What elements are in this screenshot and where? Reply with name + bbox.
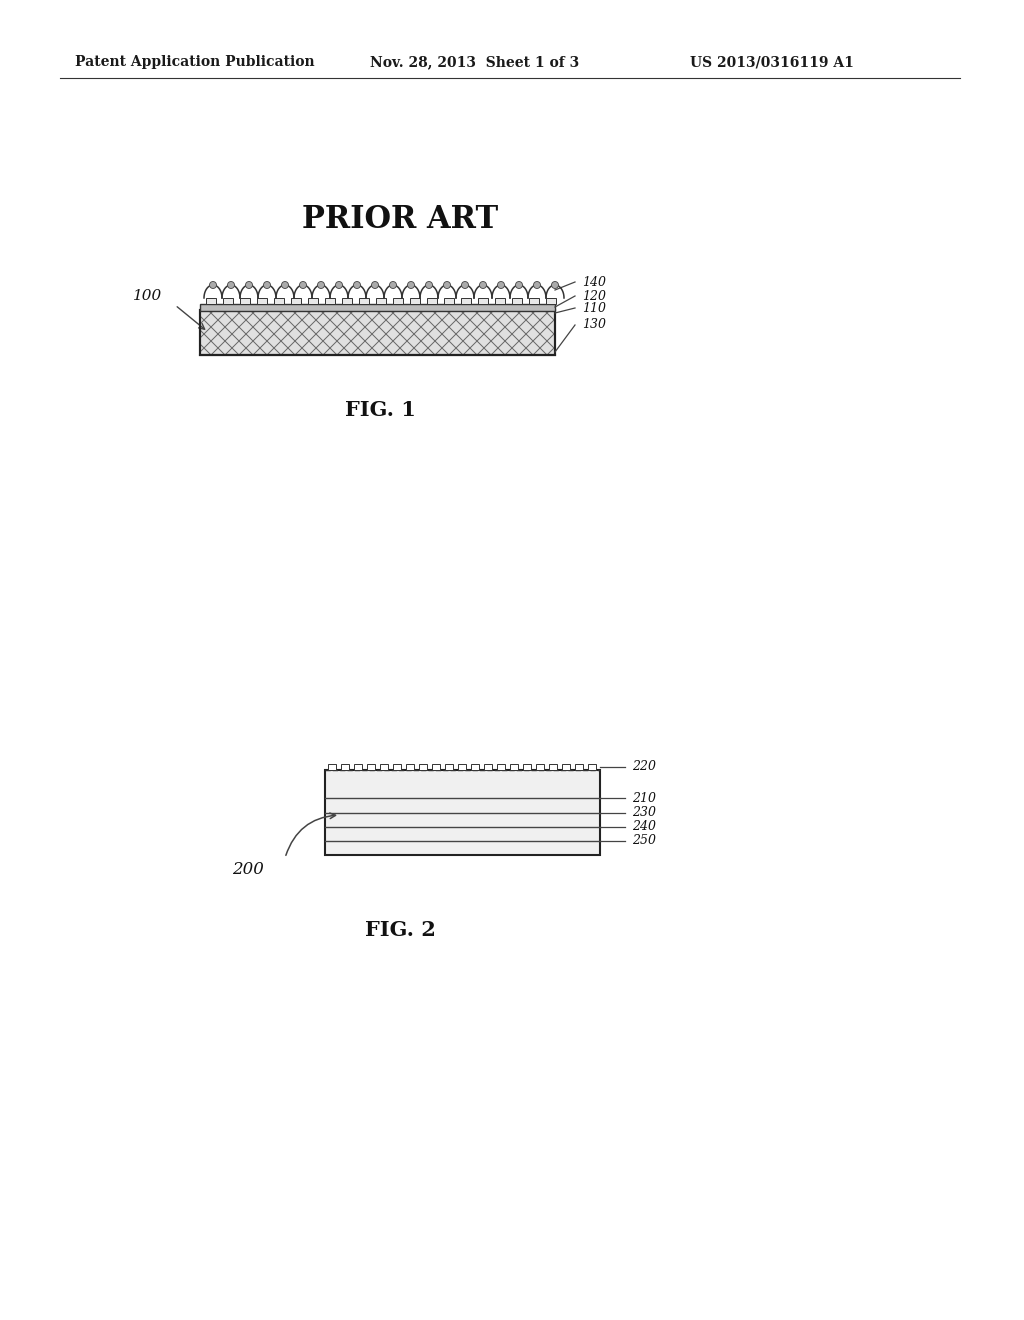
Bar <box>354 764 362 770</box>
Bar <box>393 298 403 304</box>
Circle shape <box>227 281 234 289</box>
Circle shape <box>426 281 432 289</box>
Bar <box>419 764 427 770</box>
Circle shape <box>389 281 396 289</box>
Circle shape <box>317 281 325 289</box>
Bar <box>291 298 301 304</box>
Bar <box>376 298 386 304</box>
Circle shape <box>552 281 558 289</box>
Bar <box>478 298 488 304</box>
Text: 110: 110 <box>582 301 606 314</box>
Bar <box>200 304 555 312</box>
Circle shape <box>299 281 306 289</box>
Bar <box>546 298 556 304</box>
Bar <box>410 298 420 304</box>
Circle shape <box>282 281 289 289</box>
Circle shape <box>246 281 253 289</box>
Bar <box>495 298 505 304</box>
Circle shape <box>443 281 451 289</box>
Bar <box>432 764 440 770</box>
Circle shape <box>534 281 541 289</box>
Circle shape <box>408 281 415 289</box>
Bar <box>549 764 557 770</box>
Circle shape <box>462 281 469 289</box>
Bar <box>200 310 555 355</box>
Text: 140: 140 <box>582 276 606 289</box>
Bar <box>458 764 466 770</box>
Bar <box>359 298 369 304</box>
Text: FIG. 2: FIG. 2 <box>365 920 435 940</box>
Text: FIG. 1: FIG. 1 <box>344 400 416 420</box>
Text: 220: 220 <box>632 760 656 774</box>
Bar <box>393 764 401 770</box>
Circle shape <box>372 281 379 289</box>
Bar <box>512 298 522 304</box>
Bar <box>529 298 539 304</box>
Bar <box>497 764 505 770</box>
Bar <box>257 298 267 304</box>
Bar <box>325 770 600 855</box>
Text: 130: 130 <box>582 318 606 331</box>
Bar <box>380 764 388 770</box>
Bar <box>240 298 250 304</box>
Circle shape <box>353 281 360 289</box>
Bar <box>523 764 531 770</box>
Bar <box>200 310 555 355</box>
Bar <box>328 764 336 770</box>
Circle shape <box>336 281 342 289</box>
Text: 250: 250 <box>632 834 656 847</box>
Circle shape <box>515 281 522 289</box>
Text: 200: 200 <box>232 862 264 879</box>
Text: 100: 100 <box>133 289 163 304</box>
Circle shape <box>263 281 270 289</box>
Bar <box>444 298 454 304</box>
Bar <box>445 764 453 770</box>
Circle shape <box>210 281 216 289</box>
Bar <box>575 764 583 770</box>
Circle shape <box>498 281 505 289</box>
Bar <box>536 764 544 770</box>
Bar <box>274 298 284 304</box>
Bar <box>325 298 335 304</box>
Bar <box>308 298 318 304</box>
Bar <box>367 764 375 770</box>
Text: 240: 240 <box>632 820 656 833</box>
Bar <box>484 764 492 770</box>
Bar <box>223 298 233 304</box>
Bar <box>510 764 518 770</box>
Bar <box>461 298 471 304</box>
Bar <box>562 764 570 770</box>
Text: 210: 210 <box>632 792 656 805</box>
Bar <box>341 764 349 770</box>
Bar <box>406 764 414 770</box>
Text: 120: 120 <box>582 289 606 302</box>
Text: 230: 230 <box>632 807 656 818</box>
Text: PRIOR ART: PRIOR ART <box>302 205 498 235</box>
Text: US 2013/0316119 A1: US 2013/0316119 A1 <box>690 55 854 69</box>
Circle shape <box>479 281 486 289</box>
Text: Nov. 28, 2013  Sheet 1 of 3: Nov. 28, 2013 Sheet 1 of 3 <box>370 55 580 69</box>
Bar <box>471 764 479 770</box>
Bar <box>342 298 352 304</box>
Bar <box>427 298 437 304</box>
Bar <box>588 764 596 770</box>
Text: Patent Application Publication: Patent Application Publication <box>75 55 314 69</box>
Bar <box>206 298 216 304</box>
